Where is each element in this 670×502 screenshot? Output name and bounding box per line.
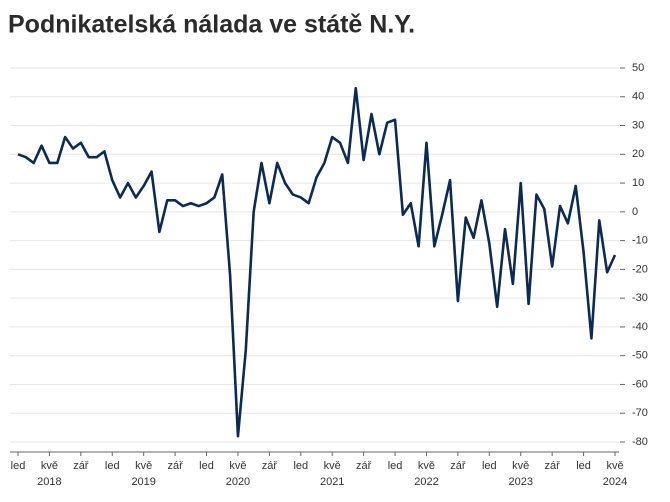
y-tick-label: -60 (632, 378, 648, 390)
x-tick-label: led (576, 460, 591, 472)
y-tick-label: 50 (632, 62, 644, 74)
x-tick-label: led (199, 460, 214, 472)
chart-title: Podnikatelská nálada ve státě N.Y. (8, 11, 415, 39)
x-tick-label: kvě (418, 460, 435, 472)
y-tick-label: -30 (632, 292, 648, 304)
x-tick-label: kvě (41, 460, 58, 472)
y-tick-label: 30 (632, 119, 644, 131)
x-tick-label: zář (450, 460, 466, 472)
year-label: 2020 (226, 476, 250, 488)
y-tick-label: 0 (632, 206, 638, 218)
x-tick-label: zář (262, 460, 278, 472)
year-label: 2019 (131, 476, 155, 488)
line-series (17, 86, 617, 438)
year-label: 2018 (37, 476, 61, 488)
y-tick-label: 20 (632, 148, 644, 160)
x-tick-label: zář (545, 460, 561, 472)
x-tick-label: led (482, 460, 497, 472)
year-label: 2021 (320, 476, 344, 488)
x-tick-label: zář (73, 460, 89, 472)
y-tick-label: -10 (632, 235, 648, 247)
x-tick-label: kvě (135, 460, 152, 472)
y-tick-label: -50 (632, 350, 648, 362)
x-tick-label: kvě (512, 460, 529, 472)
year-label: 2022 (414, 476, 438, 488)
y-tick-label: 10 (632, 177, 644, 189)
x-tick-label: kvě (229, 460, 246, 472)
y-tick-label: -80 (632, 436, 648, 448)
x-tick-label: zář (356, 460, 372, 472)
x-tick-label: led (293, 460, 308, 472)
year-label: 2024 (603, 476, 627, 488)
x-tick-label: led (11, 460, 26, 472)
year-label: 2023 (508, 476, 532, 488)
y-tick-label: 40 (632, 91, 644, 103)
x-tick-label: led (388, 460, 403, 472)
x-tick-label: kvě (606, 460, 623, 472)
y-tick-label: -40 (632, 321, 648, 333)
x-tick-label: zář (167, 460, 183, 472)
x-tick-label: led (105, 460, 120, 472)
x-tick-label: kvě (324, 460, 341, 472)
y-tick-label: -20 (632, 263, 648, 275)
y-tick-label: -70 (632, 407, 648, 419)
